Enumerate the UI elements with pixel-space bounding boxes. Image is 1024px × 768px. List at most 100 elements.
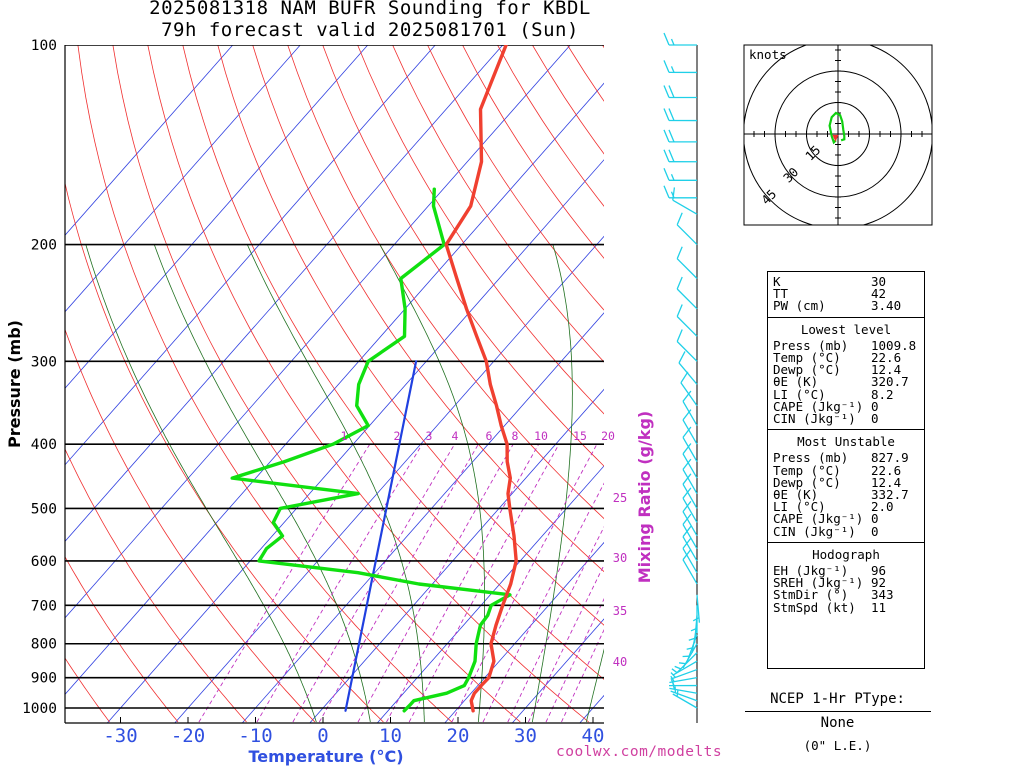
param-value: 1009.8	[871, 337, 917, 353]
mixing-ratio-axis-title: Mixing Ratio (g/kg)	[635, 411, 654, 583]
isotherm-line	[65, 82, 604, 695]
param-label: StmSpd (kt)	[773, 599, 856, 615]
wind-barb-flag	[682, 390, 692, 402]
wind-barb-half-flag	[679, 662, 686, 665]
wind-barb-half-flag	[670, 679, 675, 686]
param-label: Dewp (°C)	[773, 362, 841, 378]
pressure-tick-label: 800	[31, 637, 57, 653]
wind-barb-staff	[682, 559, 698, 585]
wind-barb	[676, 246, 698, 279]
mixing-ratio-tick-label: 20	[601, 429, 615, 443]
dry-adiabat-line	[112, 45, 521, 723]
wind-barb-flag	[676, 329, 683, 342]
param-value: 12.4	[871, 474, 902, 490]
storm-motion-marker	[832, 134, 839, 142]
wind-barb-flag	[682, 487, 692, 499]
param-label: CAPE (Jkg⁻¹)	[773, 398, 864, 414]
param-label: θE (K)	[773, 487, 819, 503]
wind-barb-staff	[682, 497, 698, 523]
y-axis-title: Pressure (mb)	[5, 320, 24, 448]
wind-barb-staff	[676, 316, 698, 337]
wind-barb-staff	[672, 199, 698, 215]
wind-barb-staff	[682, 548, 698, 573]
param-value: 42	[871, 286, 887, 302]
wind-barb-staff	[682, 453, 698, 479]
param-row: EH (Jkg⁻¹) 96	[773, 563, 919, 579]
wind-barb-flag	[663, 32, 670, 46]
mixing-ratio-line	[318, 443, 479, 723]
param-row: Press (mb) 827.9	[773, 452, 919, 465]
isotherm-line	[174, 235, 604, 723]
most-unstable-title: Most Unstable	[797, 434, 895, 450]
ptype-divider	[745, 711, 931, 712]
param-value: 8.2	[871, 386, 894, 402]
param-row: SREH (Jkg⁻¹) 92	[773, 576, 919, 589]
isobars	[65, 45, 604, 709]
wind-barb-flag	[663, 85, 670, 98]
wind-barb	[674, 652, 698, 673]
wind-barb-half-flag	[670, 38, 675, 46]
moist-adiabat-line	[531, 244, 573, 723]
mixing-ratio-tick-label: 8	[512, 429, 519, 443]
chart-title-line2: 79h forecast valid 2025081701 (Sun)	[161, 19, 579, 41]
wind-barb	[663, 168, 698, 181]
most-unstable-section: Most Unstable Press (mb) 827.9 Temp (°C) 22.…	[768, 430, 924, 543]
wind-barb-flag	[682, 500, 692, 512]
temperature-tick-label: 40	[582, 725, 605, 747]
param-row: Dewp (°C) 12.4	[773, 362, 919, 378]
moist-adiabat-line	[85, 244, 317, 723]
wind-barb	[663, 32, 697, 46]
wind-barb-staff	[682, 511, 698, 537]
param-row: TT 42	[773, 286, 919, 302]
wind-barb	[678, 351, 698, 385]
dry-adiabat-line	[77, 45, 453, 723]
param-value: 0	[871, 511, 879, 527]
wind-barb	[663, 129, 698, 143]
temperature-tick-label: -20	[171, 725, 205, 747]
param-label: θE (K)	[773, 374, 819, 390]
pressure-tick-label: 900	[31, 671, 57, 687]
param-value: 96	[871, 563, 887, 579]
temperature-tick-label: 0	[317, 725, 328, 747]
moist-adiabat-line	[585, 648, 604, 723]
isotherms	[65, 45, 604, 723]
dry-adiabat-line	[952, 45, 1024, 722]
wind-barb	[692, 594, 701, 623]
wind-barb	[682, 549, 698, 585]
param-value: 343	[871, 587, 894, 603]
param-row: θE (K) 320.7	[773, 374, 919, 390]
wind-barb-staff	[678, 362, 698, 385]
credit-link[interactable]: coolwx.com/modelts	[556, 744, 723, 760]
wind-barb-half-flag	[686, 647, 694, 650]
temperature-tick-label: -30	[103, 725, 137, 747]
moist-adiabats	[85, 244, 604, 723]
wind-barb-half-flag	[688, 637, 696, 641]
pressure-tick-label: 1000	[22, 701, 57, 717]
wind-barb	[663, 185, 698, 199]
wind-barb-staff	[676, 224, 698, 246]
wind-barb-staff	[676, 258, 698, 279]
wind-barb	[669, 675, 698, 684]
temperature-tick-label: -10	[238, 725, 272, 747]
wind-barb	[676, 276, 698, 310]
pressure-tick-label: 100	[31, 38, 57, 54]
dry-adiabat-line	[65, 657, 110, 723]
mixing-ratio-tick-label: 30	[613, 551, 627, 565]
param-value: 22.6	[871, 462, 902, 478]
mixing-ratio-tick-label: 3	[426, 429, 433, 443]
isotherm-line	[65, 45, 436, 466]
wind-barb-flag	[663, 108, 670, 121]
param-label: LI (°C)	[773, 386, 826, 402]
pressure-tick-label: 300	[31, 354, 57, 370]
mixing-ratio-tick-label: 35	[613, 604, 627, 618]
param-row: CIN (Jkg⁻¹) 0	[773, 523, 919, 539]
param-label: CIN (Jkg⁻¹)	[773, 523, 856, 539]
dry-adiabat-line	[65, 328, 316, 723]
wind-barb	[663, 85, 698, 99]
wind-barb-flag	[676, 276, 683, 290]
mixing-ratio-line	[386, 443, 540, 723]
param-row: K 30	[773, 275, 919, 288]
dry-adiabat-line	[65, 181, 384, 723]
